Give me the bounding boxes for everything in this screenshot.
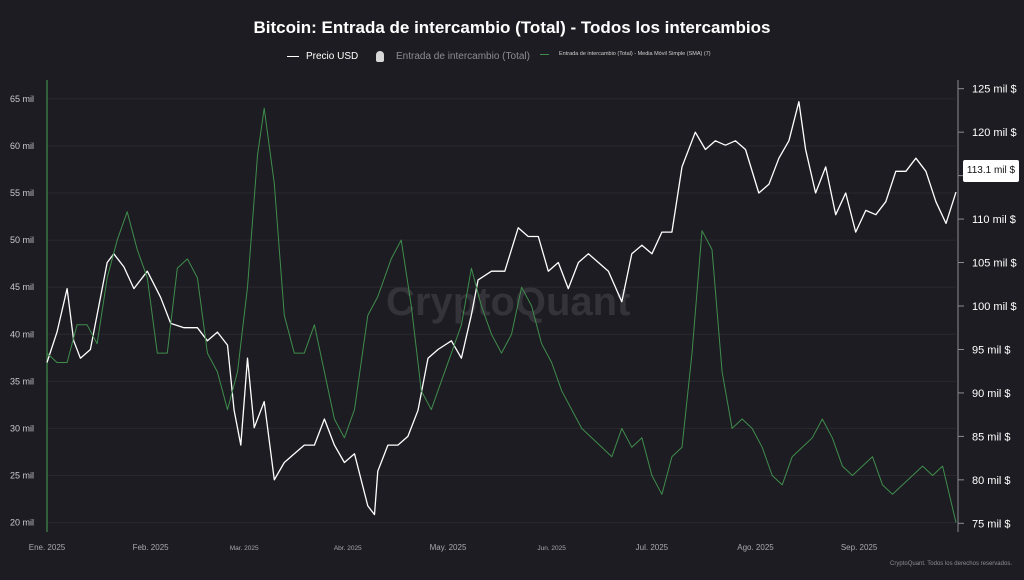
price-series-line (46, 101, 957, 516)
y-right-tick-label: 125 mil $ (972, 84, 1017, 96)
y-left-tick-label: 55 mil (10, 188, 34, 198)
y-left-tick-label: 35 mil (10, 376, 34, 386)
y-left-tick-label: 30 mil (10, 423, 34, 433)
sma-series-line (46, 107, 957, 523)
copyright: CryptoQuant. Todos los derechos reservad… (890, 561, 1012, 567)
y-right-tick-label: 110 mil $ (972, 214, 1016, 226)
y-right-tick-label: 75 mil $ (972, 518, 1011, 530)
y-left-tick-label: 20 mil (10, 518, 34, 528)
y-left-tick-label: 45 mil (10, 282, 34, 292)
y-right-tick-label: 120 mil $ (972, 127, 1017, 139)
y-right-tick-label: 90 mil $ (972, 388, 1011, 400)
chart-title: Bitcoin: Entrada de intercambio (Total) … (253, 18, 771, 37)
x-tick-label: Ago. 2025 (737, 543, 774, 552)
x-tick-label: Mar. 2025 (230, 545, 259, 552)
y-left-tick-label: 25 mil (10, 471, 34, 481)
x-tick-label: Ene. 2025 (29, 543, 66, 552)
legend-item-sma[interactable]: Entrada de intercambio (Total) - Media M… (540, 51, 711, 57)
current-price-label: 113.1 mil $ (963, 160, 1019, 182)
y-right-tick-label: 80 mil $ (972, 475, 1011, 487)
tick-labels: 20 mil 25 mil 30 mil 35 mil 40 mil 45 mil 50 m… (10, 84, 1017, 552)
x-tick-label: Jul. 2025 (636, 543, 669, 552)
y-left-tick-label: 50 mil (10, 235, 34, 245)
x-tick-label: May. 2025 (430, 543, 467, 552)
legend-label-inflow: Entrada de intercambio (Total) (396, 51, 530, 62)
y-left-tick-label: 60 mil (10, 141, 34, 151)
grid-lines (47, 98, 956, 524)
legend-item-inflow[interactable]: Entrada de intercambio (Total) (376, 51, 530, 62)
y-right-tick-label: 95 mil $ (972, 344, 1011, 356)
x-tick-label: Jun. 2025 (537, 545, 566, 552)
legend-item-price[interactable]: Precio USD (287, 51, 358, 62)
series-lines (46, 101, 957, 523)
x-tick-label: Sep. 2025 (841, 543, 878, 552)
legend-swatch-inflow (376, 51, 384, 62)
legend-label-sma: Entrada de intercambio (Total) - Media M… (559, 51, 711, 57)
y-right-tick-label: 100 mil $ (972, 301, 1017, 313)
axes (46, 80, 964, 532)
y-left-tick-label: 40 mil (10, 329, 34, 339)
legend: Precio USD Entrada de intercambio (Total… (0, 51, 1024, 67)
y-right-tick-label: 85 mil $ (972, 431, 1011, 443)
legend-swatch-price (287, 55, 299, 58)
x-tick-label: Feb. 2025 (133, 543, 170, 552)
y-right-tick-label: 105 mil $ (972, 258, 1017, 270)
y-left-tick-label: 65 mil (10, 94, 34, 104)
x-tick-label: Abr. 2025 (334, 545, 362, 552)
legend-label-price: Precio USD (306, 51, 359, 62)
legend-swatch-sma (540, 53, 549, 55)
